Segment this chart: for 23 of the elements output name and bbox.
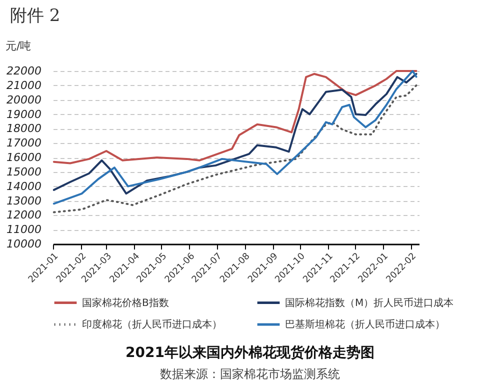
text: 附件 2: [10, 5, 60, 27]
y-tick-label: 22000: [6, 64, 42, 78]
y-tick-label: 17000: [6, 136, 42, 150]
line-series: [52, 70, 418, 164]
y-tick-label: 20000: [6, 93, 42, 106]
legend-label: 国际棉花指数（M）折人民币进口成本: [285, 296, 454, 309]
text: 2021年以来国内外棉花现货价格走势图: [124, 344, 376, 362]
legend-label: 国家棉花价格B指数: [82, 296, 169, 309]
line-series: [52, 84, 418, 214]
y-tick-label: 15000: [6, 165, 42, 178]
y-axis-title: 元/吨: [6, 40, 32, 52]
y-tick-label: 11000: [6, 223, 42, 236]
y-tick-label: 16000: [6, 151, 42, 164]
y-tick-label: 18000: [6, 122, 42, 136]
y-tick-label: 10000: [6, 238, 42, 250]
y-tick-label: 21000: [6, 78, 42, 92]
y-tick-label: 14000: [6, 180, 42, 193]
y-tick-label: 19000: [6, 108, 42, 121]
legend-label: 印度棉花（折人民币进口成本）: [82, 318, 222, 330]
y-tick-label: 12000: [6, 208, 42, 222]
legend-label: 巴基斯坦棉花（折人民币进口成本）: [285, 318, 445, 330]
y-tick-label: 13000: [6, 194, 42, 208]
source-note: 数据来源：国家棉花市场监测系统: [159, 366, 341, 383]
